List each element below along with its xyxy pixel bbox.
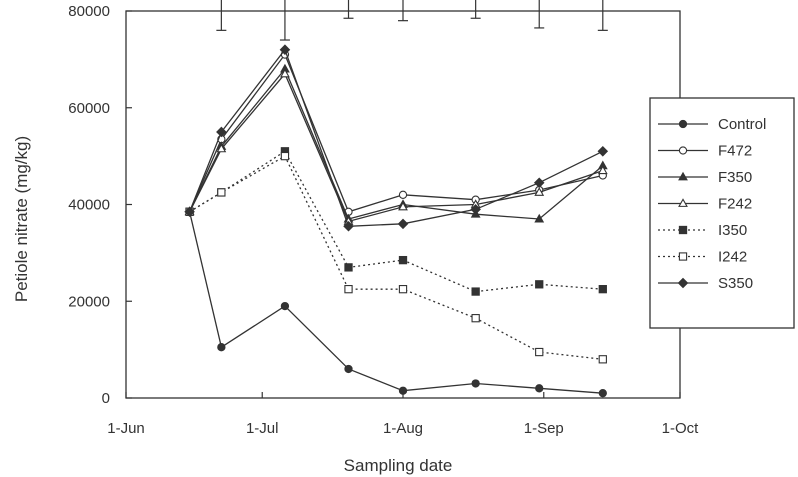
data-point-i242 — [280, 151, 290, 161]
legend-item: F472 — [658, 143, 752, 160]
x-tick-label: 1-Sep — [524, 420, 564, 437]
data-point-i350 — [398, 255, 408, 265]
data-point-control — [280, 301, 290, 311]
error-bar — [343, 0, 354, 19]
series-line-s350 — [188, 48, 604, 227]
data-point-f242 — [398, 201, 408, 211]
y-tick-label: 60000 — [68, 100, 110, 117]
legend-marker — [678, 171, 688, 181]
legend-marker — [678, 119, 688, 129]
data-point-i350 — [344, 263, 353, 272]
y-tick-label: 20000 — [68, 293, 110, 310]
data-point-i242 — [471, 314, 480, 323]
series-line-f350 — [189, 67, 604, 220]
data-point-s350 — [216, 126, 227, 138]
data-point-control — [217, 343, 226, 352]
data-point-f350 — [534, 213, 545, 223]
error-bar — [279, 0, 290, 41]
data-point-f472 — [398, 190, 408, 199]
y-tick-label: 0 — [102, 390, 110, 407]
legend-item: F242 — [658, 196, 752, 213]
legend: Control F472 F350 F242 I350 I242 S350 — [649, 97, 795, 329]
data-point-s350 — [597, 146, 609, 157]
legend-items: Control F472 F350 F242 I350 I242 S350 — [658, 116, 766, 292]
x-axis-title: Sampling date — [344, 456, 453, 475]
data-point-i242 — [598, 355, 607, 364]
series-line-f472 — [189, 53, 603, 213]
error-bar — [534, 0, 545, 29]
series-s350 — [184, 44, 609, 232]
data-point-s350 — [184, 206, 195, 218]
legend-item: F350 — [658, 169, 752, 186]
legend-label: S350 — [718, 275, 753, 292]
legend-label: F350 — [718, 169, 752, 186]
series-line-f242 — [189, 72, 604, 223]
series-f350 — [184, 63, 608, 223]
error-bar — [597, 0, 608, 31]
legend-marker — [678, 146, 688, 155]
data-point-control — [471, 379, 480, 388]
series-layer — [184, 44, 609, 398]
data-point-i242 — [344, 285, 353, 294]
series-control — [185, 207, 607, 398]
y-axis-title: Petiole nitrate (mg/kg) — [12, 136, 31, 302]
series-line-control — [188, 211, 603, 394]
series-line-i242 — [189, 155, 603, 360]
series-f242 — [184, 68, 608, 225]
legend-marker — [678, 225, 688, 235]
error-bars — [216, 0, 608, 41]
legend-label: I242 — [718, 249, 747, 266]
data-point-s350 — [279, 44, 291, 55]
data-point-f242 — [216, 143, 227, 153]
legend-label: I350 — [718, 222, 747, 239]
x-tick-label: 1-Jun — [107, 420, 145, 437]
data-point-f242 — [597, 165, 608, 175]
legend-marker — [678, 252, 688, 261]
legend-box — [649, 97, 795, 329]
x-tick-label: 1-Oct — [662, 420, 700, 437]
data-point-i242 — [217, 188, 226, 197]
data-point-s350 — [533, 177, 545, 189]
data-point-s350 — [470, 204, 481, 215]
legend-label: Control — [718, 116, 766, 133]
data-point-control — [344, 364, 353, 374]
error-bar — [470, 0, 481, 19]
data-point-i350 — [535, 280, 544, 289]
y-tick-label: 40000 — [68, 197, 110, 214]
data-point-i242 — [535, 347, 544, 357]
legend-marker — [678, 198, 688, 207]
data-point-s350 — [343, 220, 354, 232]
data-point-s350 — [397, 218, 409, 230]
series-i242 — [185, 151, 607, 364]
legend-marker — [677, 277, 689, 289]
x-tick-label: 1-Aug — [383, 420, 423, 437]
legend-label: F472 — [718, 143, 752, 160]
legend-item: S350 — [658, 275, 753, 292]
axes: 1-Jun 1-Jul 1-Aug 1-Sep 1-Oct 0 20000 40000 6000… — [68, 3, 699, 437]
error-bar — [398, 0, 408, 22]
data-point-control — [535, 384, 544, 393]
y-tick-label: 80000 — [68, 3, 110, 20]
x-tick-label: 1-Jul — [246, 420, 279, 437]
data-point-i350 — [471, 287, 480, 296]
legend-item: Control — [658, 116, 766, 133]
data-point-f242 — [280, 68, 290, 78]
legend-item: I350 — [658, 222, 747, 239]
data-point-i350 — [598, 285, 607, 294]
legend-item: I242 — [658, 249, 747, 266]
data-point-i242 — [398, 285, 408, 294]
data-point-control — [598, 389, 607, 398]
error-bar — [216, 0, 227, 31]
legend-label: F242 — [718, 196, 752, 213]
data-point-f242 — [534, 187, 545, 196]
